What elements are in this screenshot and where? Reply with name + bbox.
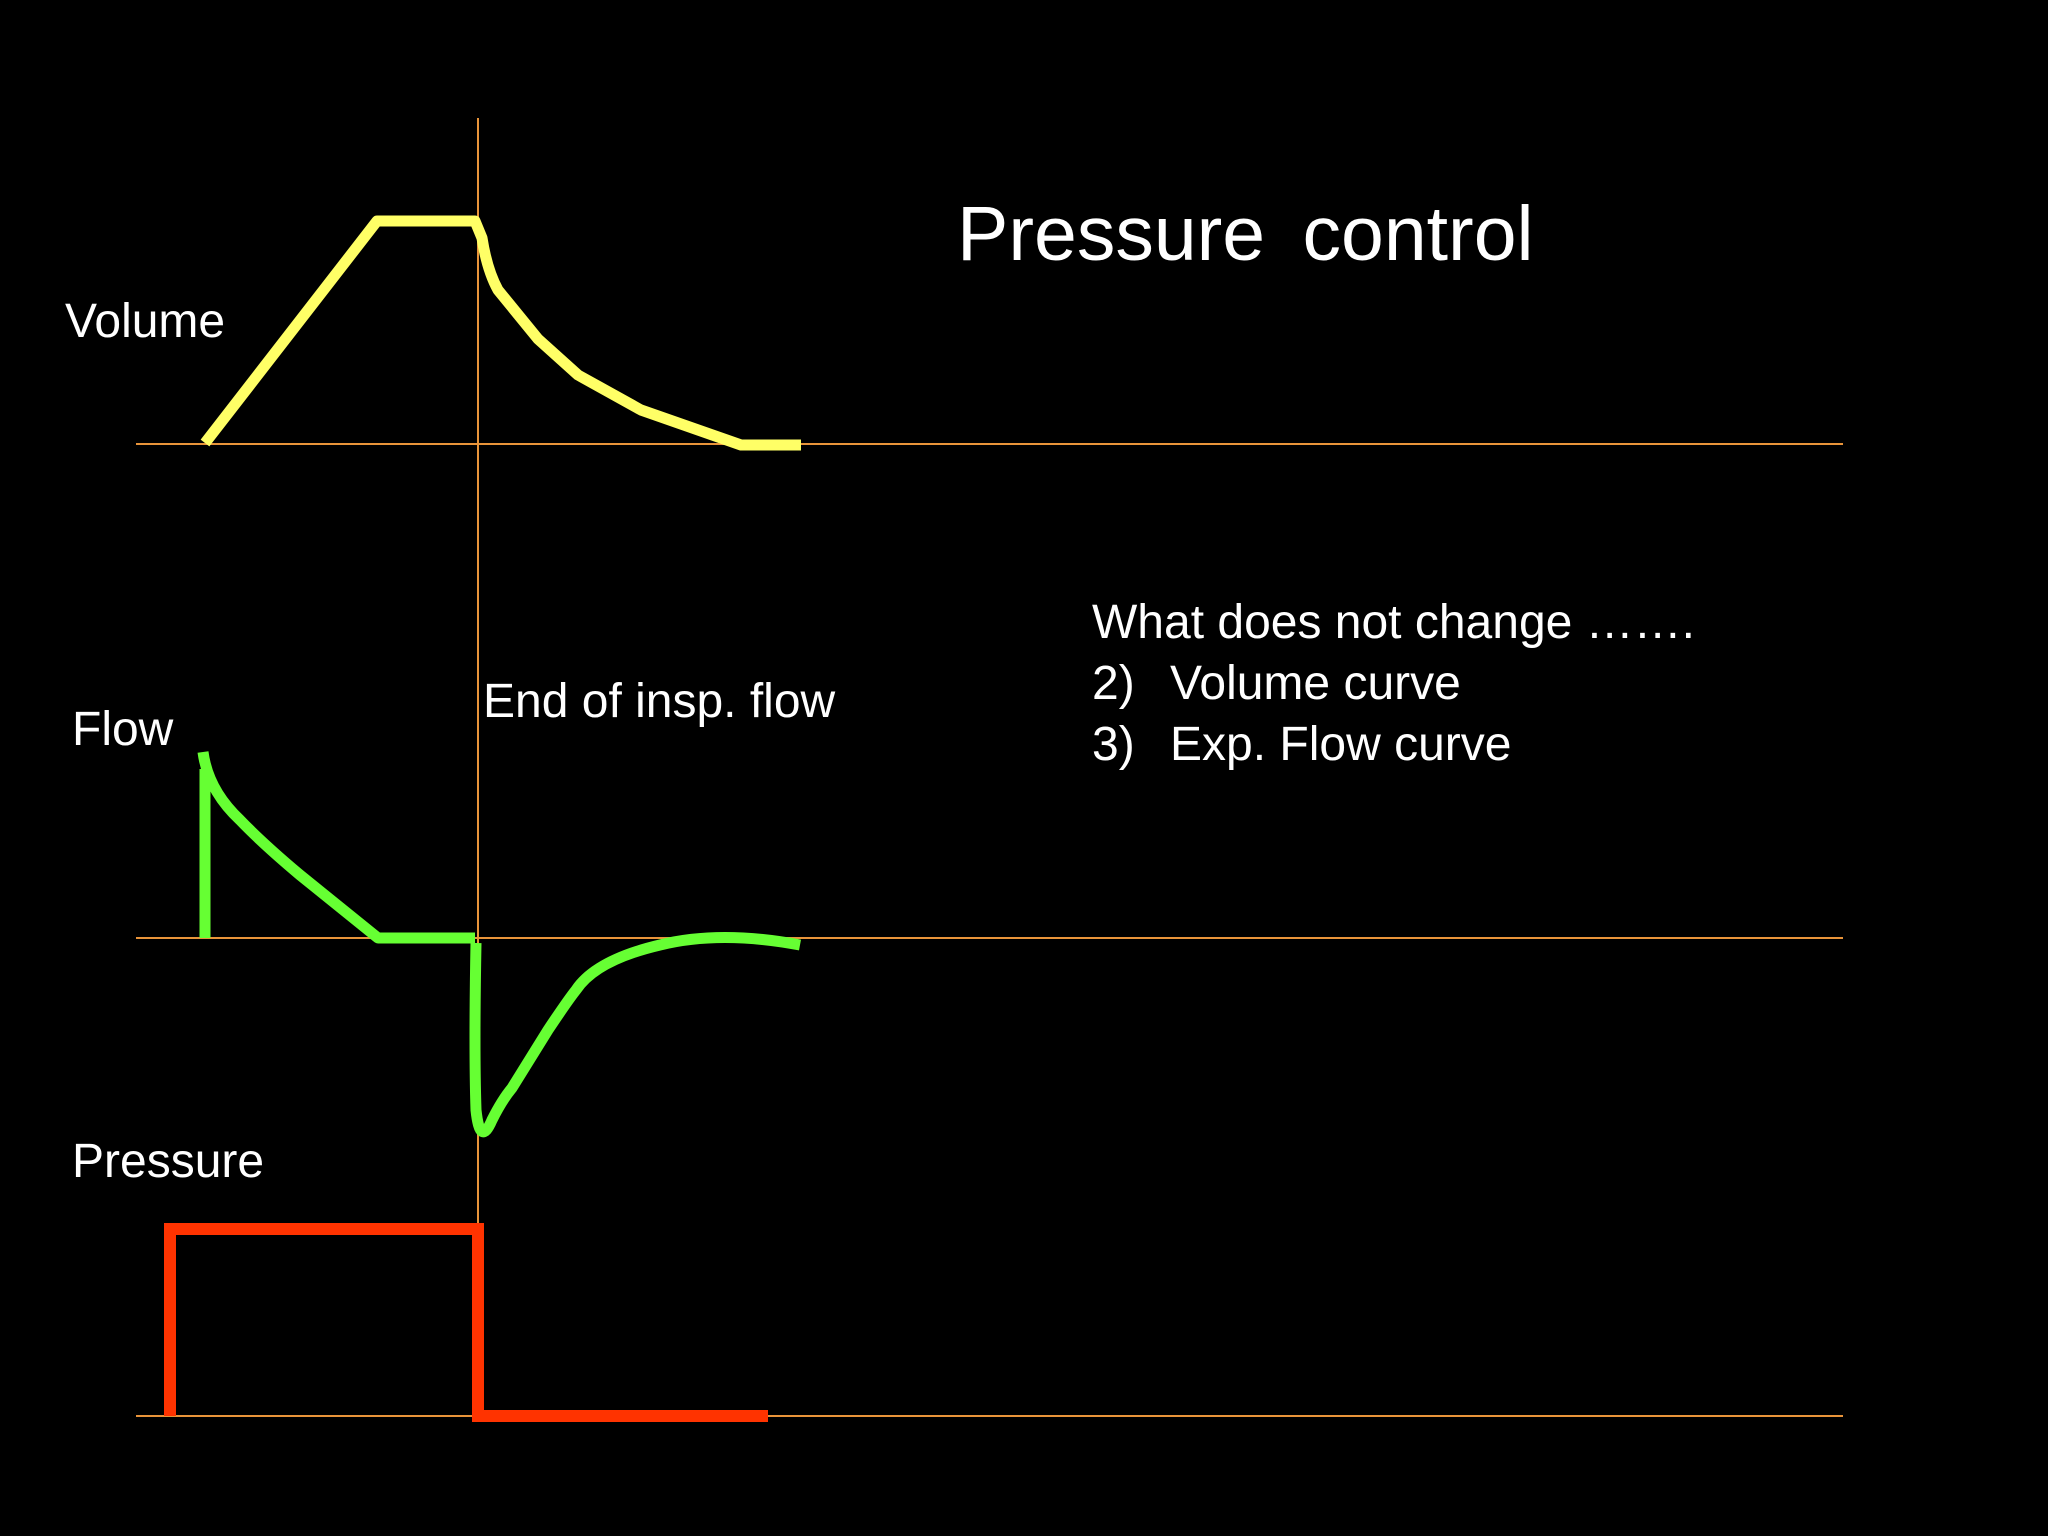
pressure-curve [164, 1223, 768, 1422]
list-item-text: Exp. Flow curve [1170, 718, 1512, 771]
list-item-text: Volume curve [1170, 657, 1461, 710]
volume-label: Volume [65, 295, 226, 348]
flow-label: Flow [72, 703, 174, 756]
list-item: 2) Volume curve [1092, 653, 1695, 714]
list-item: 3) Exp. Flow curve [1092, 714, 1695, 775]
slide-title: Pressure control [957, 191, 1534, 277]
list-item-number: 2) [1092, 657, 1135, 710]
notes-list: What does not change ……. 2) Volume curve … [1092, 592, 1695, 775]
flow-expiratory-curve [469, 932, 802, 1138]
flow-inspiratory-curve [197, 751, 475, 944]
volume-curve [200, 215, 801, 451]
pressure-label: Pressure [72, 1135, 265, 1188]
notes-heading: What does not change ……. [1092, 596, 1695, 649]
list-item-number: 3) [1092, 718, 1135, 771]
end-of-insp-flow-label: End of insp. flow [483, 675, 836, 728]
